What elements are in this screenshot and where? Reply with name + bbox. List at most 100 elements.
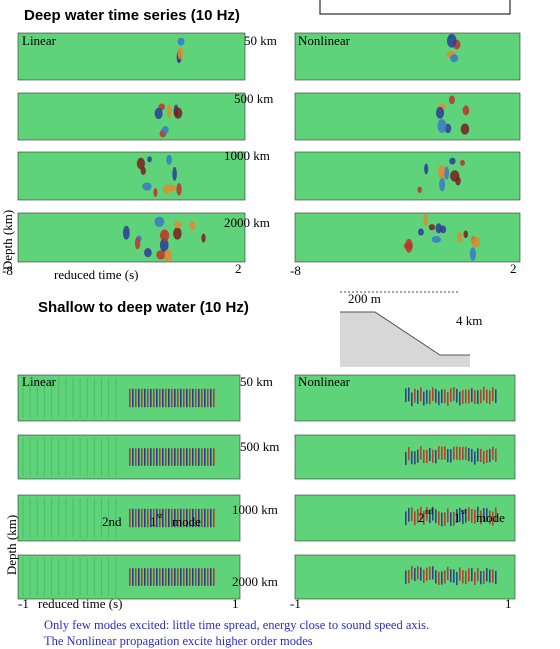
stripe [435, 570, 437, 583]
range-label: 1000 km [232, 502, 278, 517]
blob [123, 226, 130, 240]
stripe [465, 571, 467, 584]
stripe [477, 568, 479, 581]
stripe [468, 390, 470, 404]
stripe [489, 390, 491, 404]
stripe [429, 567, 431, 580]
stripe [186, 448, 188, 466]
annotation: st [461, 507, 467, 516]
stripe [129, 509, 131, 527]
range-label: 50 km [240, 374, 273, 389]
panel [295, 213, 520, 262]
stripe [423, 450, 425, 463]
tick: 2 [510, 261, 517, 276]
stripe [132, 568, 134, 586]
blob [162, 126, 169, 134]
blob [417, 186, 421, 193]
stripe [474, 572, 476, 585]
stripe [432, 387, 434, 401]
tick: 1 [232, 596, 239, 611]
blob [160, 230, 169, 242]
stripe [471, 449, 473, 462]
stripe [144, 389, 146, 407]
stripe [444, 512, 446, 526]
blob [429, 224, 435, 230]
blob [174, 221, 182, 228]
stripe [447, 392, 449, 406]
stripe [168, 448, 170, 466]
stripe [177, 448, 179, 466]
stripe [201, 389, 203, 407]
stripe [132, 448, 134, 466]
stripe [477, 390, 479, 404]
blob [463, 230, 468, 238]
stripe [495, 389, 497, 403]
stripe [183, 448, 185, 466]
stripe [450, 388, 452, 402]
annotation: mode [172, 514, 201, 529]
stripe [423, 392, 425, 406]
stripe [435, 389, 437, 403]
stripe [159, 448, 161, 466]
stripe [495, 571, 497, 584]
stripe [456, 572, 458, 585]
stripe [189, 448, 191, 466]
blob [405, 239, 413, 253]
stripe [156, 389, 158, 407]
caption: Only few modes excited: little time spre… [44, 618, 429, 632]
stripe [177, 389, 179, 407]
stripe [462, 447, 464, 460]
stripe [411, 507, 413, 521]
stripe [438, 446, 440, 459]
stripe [156, 568, 158, 586]
stripe [426, 390, 428, 404]
stripe [471, 509, 473, 523]
stripe [195, 448, 197, 466]
stripe [489, 449, 491, 462]
stripe [420, 446, 422, 459]
diagram-top [320, 0, 510, 14]
stripe [453, 447, 455, 460]
stripe [132, 389, 134, 407]
stripe [141, 448, 143, 466]
stripe [423, 570, 425, 583]
blob [178, 38, 185, 46]
blob [432, 236, 441, 243]
stripe [450, 569, 452, 582]
panel [295, 93, 520, 140]
stripe [438, 391, 440, 405]
stripe [432, 566, 434, 579]
tick: -1 [18, 596, 29, 611]
label: Linear [22, 374, 57, 389]
stripe [471, 388, 473, 402]
blob [470, 247, 476, 261]
stripe [135, 509, 137, 527]
stripe [441, 447, 443, 460]
stripe [174, 448, 176, 466]
blob [450, 170, 459, 181]
stripe [471, 568, 473, 581]
blob [154, 217, 164, 227]
stripe [444, 446, 446, 459]
blob [444, 167, 449, 180]
annotation: nd [425, 507, 433, 516]
stripe [201, 509, 203, 527]
range-label: 2000 km [224, 215, 270, 230]
stripe [405, 511, 407, 525]
blob [424, 164, 428, 175]
stripe [153, 389, 155, 407]
stripe [144, 448, 146, 466]
stripe [162, 389, 164, 407]
axis-label: reduced time (s) [54, 267, 138, 282]
stripe [162, 568, 164, 586]
stripe [186, 389, 188, 407]
stripe [462, 570, 464, 583]
blob [147, 156, 151, 162]
stripe [483, 387, 485, 401]
stripe [177, 568, 179, 586]
blob [437, 119, 446, 133]
stripe [138, 509, 140, 527]
blob [155, 108, 163, 119]
stripe [411, 451, 413, 464]
stripe [207, 568, 209, 586]
